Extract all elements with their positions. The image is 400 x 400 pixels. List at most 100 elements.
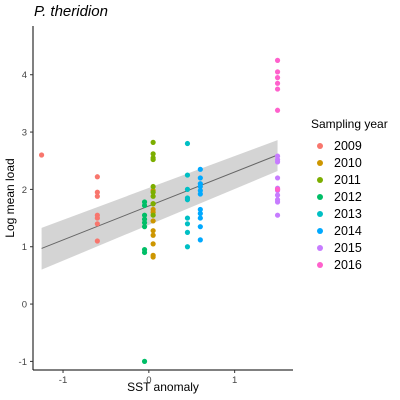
legend-dot — [317, 227, 323, 234]
legend-dot — [317, 159, 323, 166]
data-point-2010 — [150, 218, 156, 224]
data-point-2013 — [184, 186, 191, 192]
data-point-2012 — [141, 202, 148, 209]
legend-dot — [317, 193, 323, 200]
data-point-2009 — [94, 238, 100, 244]
data-point-2015 — [274, 199, 281, 205]
axes-layer: -1 0 1 2 3 4 -1 0 1 — [19, 26, 293, 386]
data-point-2014 — [197, 175, 203, 181]
confidence-band-layer — [41, 140, 278, 270]
legend-dot — [317, 261, 323, 268]
y-tick-label: 4 — [22, 70, 27, 81]
data-point-2009 — [94, 189, 100, 195]
legend-item-2016: 2016 — [311, 256, 388, 273]
data-point-2014 — [197, 215, 203, 221]
data-point-2016 — [274, 69, 281, 75]
data-point-2014 — [197, 183, 203, 190]
data-point-2016 — [274, 57, 281, 64]
y-tick-label: -1 — [19, 357, 27, 368]
data-point-2010 — [150, 241, 156, 247]
legend-label: 2015 — [334, 240, 362, 255]
legend-item-2013: 2013 — [311, 205, 388, 222]
y-tick-label: 3 — [22, 128, 27, 139]
legend-label: 2013 — [334, 206, 362, 221]
x-tick-label: -1 — [59, 375, 67, 386]
data-point-2013 — [184, 140, 191, 147]
data-points-layer — [38, 57, 281, 364]
legend-label: 2014 — [334, 223, 362, 238]
data-point-2016 — [274, 75, 281, 81]
data-point-2013 — [184, 197, 191, 203]
legend-item-2014: 2014 — [311, 222, 388, 239]
data-point-2013 — [184, 244, 191, 250]
data-point-2015 — [274, 159, 281, 165]
legend-item-2009: 2009 — [311, 137, 388, 154]
legend-dot — [317, 244, 323, 251]
data-point-2009 — [38, 152, 45, 158]
data-point-2009 — [94, 193, 100, 199]
data-point-2012 — [141, 224, 148, 230]
legend-item-2010: 2010 — [311, 154, 388, 171]
legend-dot — [317, 210, 323, 217]
data-point-2013 — [184, 229, 191, 235]
data-point-2014 — [197, 191, 203, 197]
x-axis-label: SST anomaly — [127, 380, 199, 394]
data-point-2011 — [150, 201, 156, 207]
data-point-2011 — [150, 183, 156, 190]
data-point-2012 — [141, 220, 148, 226]
legend: Sampling year 2009 2010 2011 2012 2013 2014 20… — [311, 117, 388, 273]
data-point-2012 — [141, 212, 148, 218]
data-point-2011 — [150, 212, 156, 218]
data-point-2011 — [150, 193, 156, 199]
data-point-2011 — [150, 156, 156, 163]
data-point-2013 — [184, 215, 191, 221]
data-point-2016 — [274, 80, 281, 86]
data-point-2016 — [274, 186, 281, 192]
regression-line-layer — [41, 154, 278, 249]
data-point-2010 — [150, 228, 156, 234]
regression-line — [41, 154, 278, 249]
legend-item-2011: 2011 — [311, 171, 388, 188]
data-point-2011 — [150, 189, 156, 195]
x-tick-label: 1 — [232, 375, 237, 386]
data-point-2015 — [274, 212, 281, 218]
data-point-2015 — [274, 175, 281, 181]
data-point-2013 — [184, 221, 191, 227]
data-point-2011 — [150, 139, 156, 145]
legend-item-2012: 2012 — [311, 188, 388, 205]
data-point-2016 — [274, 86, 281, 92]
data-point-2010 — [150, 254, 156, 260]
legend-dot — [317, 142, 323, 149]
data-point-2014 — [197, 166, 203, 172]
confidence-band — [41, 140, 278, 270]
y-tick-label: 1 — [22, 242, 27, 253]
data-point-2015 — [274, 192, 281, 198]
legend-dot — [317, 176, 323, 183]
data-point-2012 — [141, 358, 148, 364]
x-tick-label: 0 — [146, 375, 151, 386]
data-point-2009 — [94, 215, 100, 221]
legend-item-2015: 2015 — [311, 239, 388, 256]
data-point-2014 — [197, 237, 203, 243]
legend-label: 2016 — [334, 257, 362, 272]
y-axis-label: Log mean load — [3, 158, 17, 237]
legend-label: 2010 — [334, 155, 362, 170]
data-point-2013 — [184, 172, 191, 178]
data-point-2009 — [94, 221, 100, 227]
chart-title: P. theridion — [34, 3, 108, 20]
legend-items: 2009 2010 2011 2012 2013 2014 2015 2016 — [311, 137, 388, 273]
y-tick-label: 2 — [22, 185, 27, 196]
data-point-2010 — [150, 232, 156, 238]
data-point-2012 — [141, 249, 148, 256]
legend-label: 2012 — [334, 189, 362, 204]
legend-label: 2011 — [334, 172, 361, 187]
y-tick-label: 0 — [22, 300, 27, 311]
data-point-2016 — [274, 107, 281, 113]
legend-label: 2009 — [334, 138, 362, 153]
data-point-2014 — [197, 210, 203, 217]
data-point-2014 — [197, 206, 203, 213]
data-point-2009 — [94, 174, 100, 180]
legend-title: Sampling year — [311, 117, 388, 131]
data-point-2011 — [150, 151, 156, 157]
